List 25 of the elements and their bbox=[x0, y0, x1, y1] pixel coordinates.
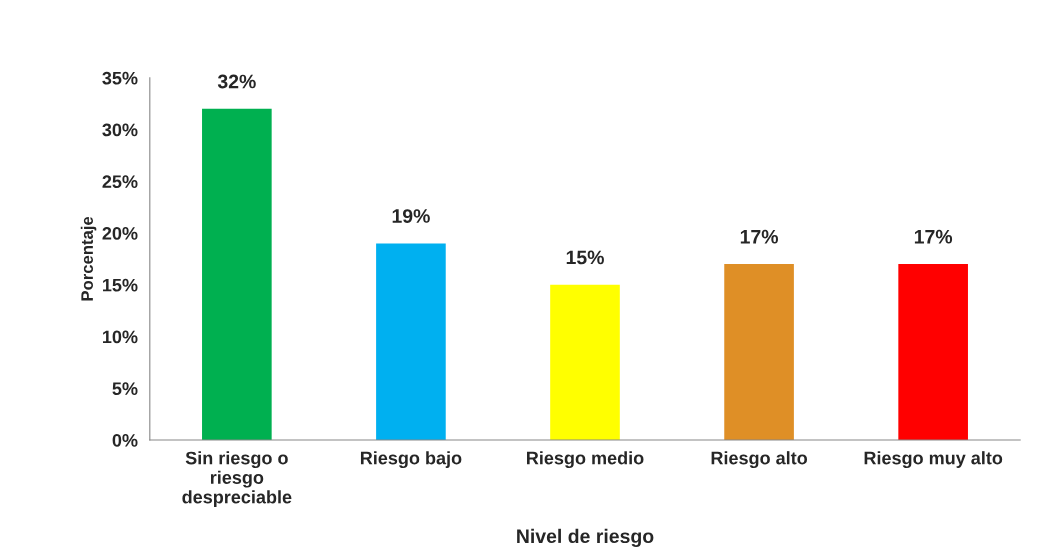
y-tick-label: 30% bbox=[102, 123, 138, 137]
x-tick-label: Sin riesgo o riesgo despreciable bbox=[182, 451, 292, 508]
data-label: 32% bbox=[217, 74, 256, 89]
y-tick-label: 20% bbox=[102, 226, 138, 240]
y-tick-label: 35% bbox=[102, 71, 138, 85]
data-label: 17% bbox=[914, 229, 953, 244]
x-tick-label: Riesgo alto bbox=[711, 451, 808, 469]
x-tick-label: Riesgo medio bbox=[527, 451, 644, 469]
x-axis-title: Nivel de riesgo bbox=[517, 528, 654, 547]
y-tick-label: 10% bbox=[103, 330, 138, 344]
bar bbox=[550, 284, 620, 441]
bar bbox=[202, 108, 272, 441]
x-tick-label: Riesgo bajo bbox=[360, 451, 462, 469]
y-tick-label: 15% bbox=[103, 278, 138, 292]
bar bbox=[898, 264, 968, 441]
y-tick-label: 25% bbox=[102, 175, 138, 189]
bar bbox=[724, 264, 794, 441]
y-axis-title: Porcentaje bbox=[80, 216, 97, 301]
data-label: 19% bbox=[392, 209, 430, 223]
x-tick-label: Riesgo muy alto bbox=[864, 451, 1003, 469]
bar bbox=[376, 243, 446, 441]
data-label: 15% bbox=[566, 250, 604, 265]
y-tick-label: 5% bbox=[112, 382, 138, 396]
data-label: 17% bbox=[740, 229, 779, 244]
y-tick-label: 0% bbox=[112, 433, 138, 447]
